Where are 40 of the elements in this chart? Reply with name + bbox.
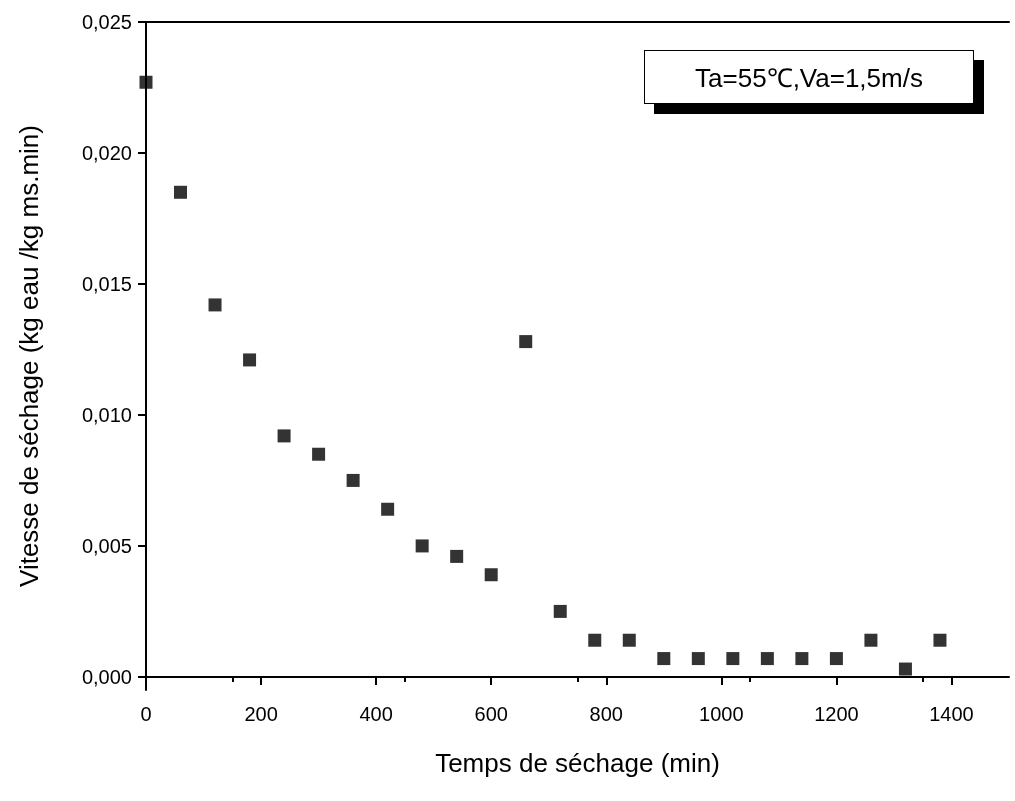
point — [243, 353, 257, 367]
y-tick-label: 0,020 — [81, 141, 132, 164]
point — [174, 185, 188, 199]
x-axis-title: Temps de séchage (min) — [435, 748, 720, 778]
point — [139, 75, 153, 89]
point — [553, 604, 567, 618]
y-tick-label: 0,000 — [81, 665, 132, 688]
x-tick-label: 600 — [474, 703, 508, 725]
y-tick-label: 0,005 — [81, 534, 132, 557]
point — [484, 568, 498, 582]
point — [277, 429, 291, 443]
point — [726, 652, 740, 666]
y-tick-label: 0,015 — [81, 272, 132, 295]
x-tick-label: 400 — [359, 703, 393, 725]
point — [622, 633, 636, 647]
point — [657, 652, 671, 666]
point — [415, 539, 429, 553]
x-tick-label: 1000 — [699, 703, 744, 725]
point — [312, 447, 326, 461]
point — [346, 473, 360, 487]
point — [519, 335, 533, 349]
y-axis-title: Vitesse de séchage (kg eau /kg ms.min) — [14, 125, 44, 587]
point — [829, 652, 843, 666]
point — [691, 652, 705, 666]
point — [795, 652, 809, 666]
point — [898, 662, 912, 676]
point — [381, 502, 395, 516]
x-tick-label: 1400 — [929, 703, 974, 725]
x-tick-label: 1200 — [814, 703, 859, 725]
x-tick-label: 200 — [244, 703, 278, 725]
point — [864, 633, 878, 647]
point — [208, 298, 222, 312]
point — [588, 633, 602, 647]
point — [933, 633, 947, 647]
x-tick-label: 800 — [589, 703, 623, 725]
point — [450, 549, 464, 563]
y-tick-label: 0,010 — [81, 403, 132, 426]
x-tick-label: 0 — [140, 703, 152, 725]
point — [760, 652, 774, 666]
y-tick-label: 0,025 — [81, 11, 132, 33]
